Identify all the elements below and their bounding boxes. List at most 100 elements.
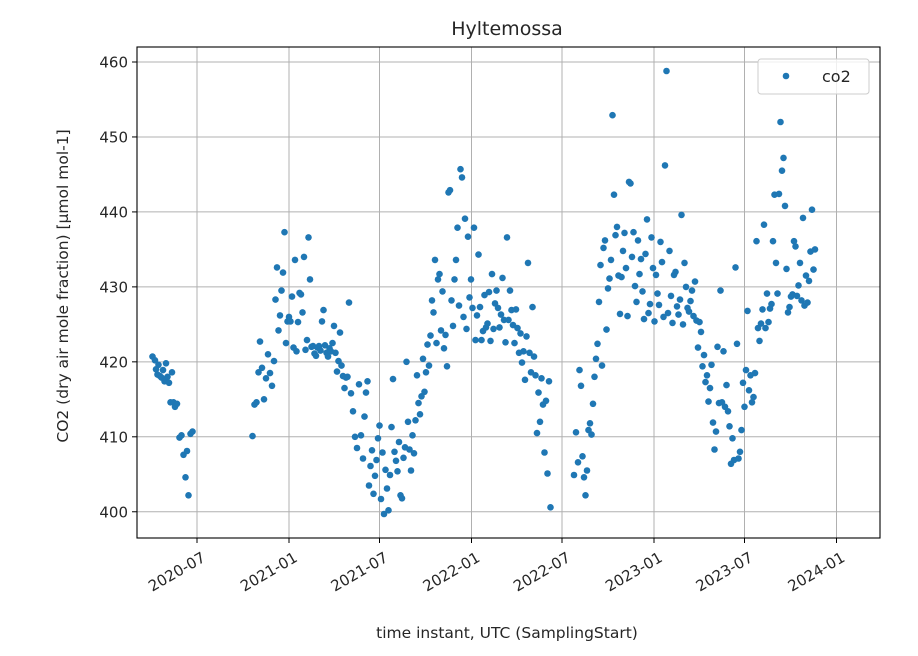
data-point bbox=[361, 413, 368, 420]
data-point bbox=[473, 312, 481, 319]
data-point bbox=[376, 422, 383, 429]
data-point bbox=[293, 348, 300, 355]
data-point bbox=[622, 264, 630, 272]
data-point bbox=[155, 361, 162, 369]
data-point bbox=[783, 265, 790, 273]
data-point bbox=[496, 324, 503, 331]
x-axis-label: time instant, UTC (SamplingStart) bbox=[376, 624, 638, 642]
data-point bbox=[374, 435, 382, 442]
data-point bbox=[461, 215, 469, 222]
data-point bbox=[736, 448, 744, 456]
data-point bbox=[398, 495, 406, 502]
y-tick-label: 430 bbox=[99, 278, 128, 296]
data-point bbox=[589, 400, 597, 408]
data-point bbox=[268, 382, 276, 390]
data-point bbox=[407, 467, 415, 474]
data-point bbox=[383, 485, 391, 492]
data-point bbox=[520, 348, 527, 355]
data-point bbox=[449, 322, 457, 330]
data-point bbox=[330, 322, 338, 330]
data-point bbox=[679, 321, 687, 328]
data-point bbox=[404, 418, 412, 426]
data-point bbox=[784, 309, 792, 316]
data-point bbox=[699, 363, 706, 370]
data-point bbox=[424, 341, 431, 348]
data-point bbox=[367, 462, 374, 470]
data-point bbox=[799, 214, 807, 222]
data-point bbox=[255, 369, 262, 376]
data-point bbox=[488, 270, 496, 278]
y-tick-label: 420 bbox=[99, 353, 128, 371]
data-point bbox=[273, 264, 281, 271]
data-point bbox=[469, 304, 476, 312]
data-point bbox=[778, 167, 786, 174]
data-point bbox=[266, 369, 274, 377]
y-tick-label: 410 bbox=[99, 428, 128, 446]
data-point bbox=[533, 429, 541, 437]
data-point bbox=[612, 231, 619, 239]
data-point bbox=[382, 466, 389, 474]
data-point bbox=[460, 313, 467, 321]
data-point bbox=[627, 180, 634, 187]
data-point bbox=[580, 474, 588, 481]
data-point bbox=[542, 397, 550, 405]
legend: co2 bbox=[757, 58, 870, 95]
data-point bbox=[189, 428, 196, 435]
data-point bbox=[475, 251, 482, 258]
data-point bbox=[279, 269, 287, 276]
data-point bbox=[600, 244, 607, 252]
data-point bbox=[433, 339, 440, 347]
data-point bbox=[688, 287, 696, 294]
data-point bbox=[422, 369, 430, 376]
data-point bbox=[657, 238, 664, 246]
data-point bbox=[672, 268, 679, 276]
data-point bbox=[355, 381, 363, 388]
data-point bbox=[410, 450, 418, 457]
data-point bbox=[412, 417, 419, 424]
data-point bbox=[297, 291, 305, 298]
data-point bbox=[676, 296, 684, 303]
data-point bbox=[392, 457, 400, 465]
data-point bbox=[751, 369, 759, 377]
data-point bbox=[574, 459, 582, 466]
data-point bbox=[775, 190, 783, 198]
data-point bbox=[256, 338, 264, 345]
data-point bbox=[658, 258, 666, 266]
data-point bbox=[260, 396, 268, 403]
data-point bbox=[772, 259, 780, 267]
legend-box bbox=[757, 58, 870, 95]
data-point bbox=[544, 470, 551, 477]
data-point bbox=[682, 283, 690, 291]
data-point bbox=[395, 438, 403, 446]
y-axis-label: CO2 (dry air mole fraction) [µmol mol-1] bbox=[54, 129, 72, 442]
data-point bbox=[436, 270, 443, 278]
data-point bbox=[288, 293, 296, 300]
data-point bbox=[306, 276, 314, 283]
data-point bbox=[711, 446, 718, 453]
data-point bbox=[696, 318, 703, 326]
data-point bbox=[724, 408, 732, 415]
data-point bbox=[409, 432, 416, 439]
data-point bbox=[299, 309, 306, 316]
data-point bbox=[808, 206, 816, 213]
data-point bbox=[810, 266, 817, 273]
data-point bbox=[572, 429, 580, 436]
data-point bbox=[485, 288, 493, 296]
data-point bbox=[624, 312, 631, 320]
data-point bbox=[790, 237, 798, 245]
data-point bbox=[487, 337, 494, 345]
data-point bbox=[388, 423, 395, 431]
data-point bbox=[660, 313, 667, 321]
data-point bbox=[805, 277, 813, 285]
grid-lines bbox=[137, 47, 880, 538]
data-point bbox=[694, 344, 702, 351]
data-point bbox=[421, 388, 428, 396]
data-point bbox=[639, 288, 646, 295]
data-point bbox=[811, 246, 819, 253]
data-point bbox=[606, 275, 613, 282]
scatter-points bbox=[149, 67, 819, 518]
data-point bbox=[651, 318, 658, 325]
data-point bbox=[521, 376, 529, 384]
data-point bbox=[669, 319, 676, 327]
